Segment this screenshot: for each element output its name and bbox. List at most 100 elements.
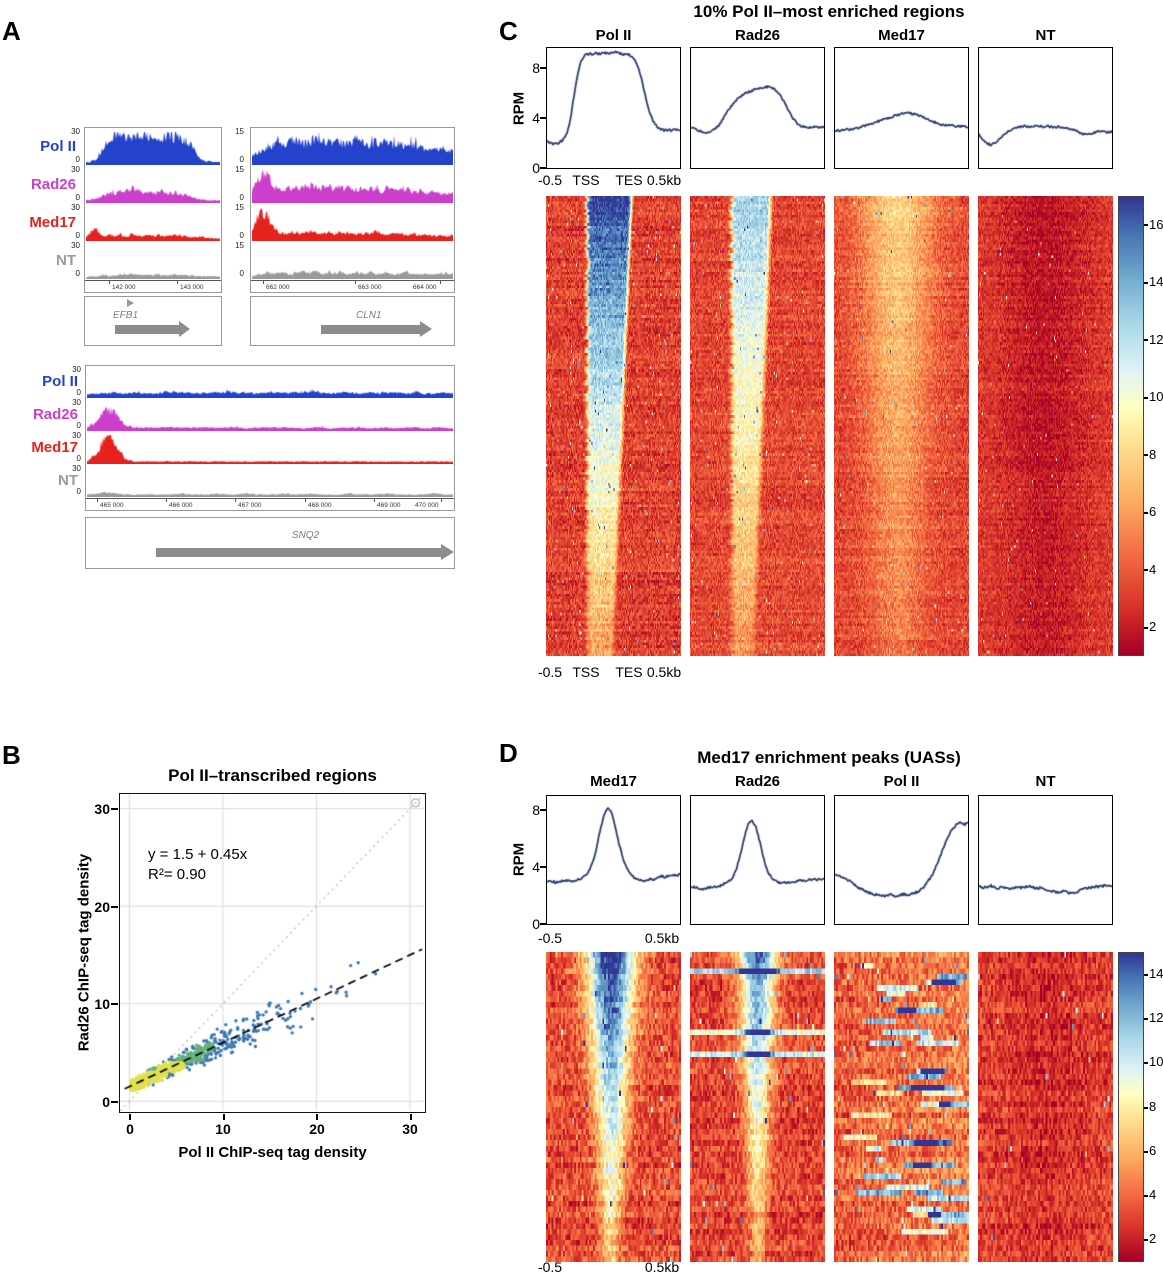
track-canvas-cln1-nt — [252, 245, 453, 279]
metaplot-frame — [690, 47, 825, 169]
y-tick-label: 20 — [94, 899, 110, 915]
x-tick-label: 30 — [402, 1121, 418, 1137]
panel-d-title: Med17 enrichment peaks (UASs) — [697, 748, 961, 767]
track-label-nt: NT — [56, 252, 76, 269]
metaplot-canvas-nt — [979, 796, 1112, 924]
colorbar-tick — [1144, 454, 1148, 456]
heatmap-nt — [978, 196, 1113, 656]
track-canvas-efb1-nt — [86, 245, 220, 279]
y-max-label: 30 — [71, 241, 80, 250]
ruler-tick — [440, 281, 441, 284]
ruler-tick — [305, 499, 306, 502]
column-header-nt: NT — [1035, 27, 1056, 44]
panel-c-label: C — [499, 16, 518, 46]
track-canvas-cln1-rad26 — [252, 169, 453, 203]
colorbar-tick-label: 12 — [1149, 1010, 1163, 1025]
gene-name: SNQ2 — [291, 530, 320, 541]
x-tick-label: 0.5kb — [646, 172, 682, 188]
colorbar-tick-label: 4 — [1149, 1187, 1157, 1202]
x-tick-label: 0.5kb — [644, 1259, 680, 1275]
coordinate-ruler: 662 000 663 000 664 000 — [251, 280, 454, 294]
fit-r-squared: R²= 0.90 — [148, 866, 206, 883]
x-tick-label: -0.5 — [537, 930, 563, 946]
track-canvas-efb1-polii — [86, 131, 220, 165]
coord-tick-label: 664 000 — [413, 284, 437, 291]
y-tick-label: 8 — [532, 802, 540, 818]
track-canvas-snq2-polii — [87, 368, 453, 398]
column-header-rad26: Rad26 — [734, 773, 781, 790]
y-axis-tick — [540, 117, 546, 119]
x-tick-label: 20 — [309, 1121, 325, 1137]
colorbar-tick — [1144, 339, 1148, 341]
x-tick-label: TES — [615, 172, 643, 188]
track-canvas-efb1-med17 — [86, 207, 220, 241]
colorbar-tick-label: 14 — [1149, 274, 1163, 289]
colorbar-tick-label: 2 — [1149, 1231, 1157, 1246]
gene-name: CLN1 — [356, 310, 382, 321]
y-tick-label: 0 — [532, 160, 540, 176]
rpm-axis-label: RPM — [510, 91, 528, 126]
track-label-polii: Pol II — [42, 373, 78, 390]
y-max-label: 30 — [71, 127, 80, 136]
y-axis-tick — [540, 67, 546, 69]
panel-a-label: A — [2, 16, 21, 46]
heatmap-med17 — [546, 952, 681, 1262]
y-axis-tick — [111, 1101, 118, 1103]
y-max-label: 30 — [72, 398, 81, 407]
y-axis-tick — [540, 866, 546, 868]
x-tick-label: -0.5 — [537, 1259, 563, 1275]
y-zero-label: 0 — [239, 231, 244, 240]
colorbar-canvas — [1119, 953, 1143, 1261]
metaplot-canvas-rad26 — [691, 796, 824, 924]
colorbar-tick — [1144, 1062, 1148, 1064]
x-axis-tick — [223, 1114, 225, 1120]
y-max-label: 30 — [71, 203, 80, 212]
colorbar-tick-label: 8 — [1149, 447, 1157, 462]
y-zero-label: 0 — [76, 454, 81, 463]
ruler-tick — [355, 281, 356, 284]
y-zero-label: 0 — [75, 155, 80, 164]
y-max-label: 30 — [71, 165, 80, 174]
column-header-rad26: Rad26 — [734, 27, 781, 44]
y-max-label: 15 — [235, 165, 244, 174]
gene-marker-icon — [127, 299, 134, 307]
y-axis-tick — [540, 809, 546, 811]
colorbar-tick-label: 6 — [1149, 1143, 1157, 1158]
colorbar-tick-label: 10 — [1149, 389, 1163, 404]
x-axis-tick — [129, 1114, 131, 1120]
gene-arrow-head — [179, 321, 190, 337]
heatmap-polii — [546, 196, 681, 656]
column-header-med17: Med17 — [590, 773, 637, 790]
y-tick-label: 30 — [94, 801, 110, 817]
ruler-tick — [109, 281, 110, 284]
y-tick-label: 4 — [532, 859, 540, 875]
gene-arrow-head — [441, 544, 454, 560]
gene-arrow-shaft — [115, 325, 179, 334]
x-tick-label: 10 — [215, 1121, 231, 1137]
colorbar-tick-label: 6 — [1149, 504, 1157, 519]
x-tick-label: 0 — [126, 1121, 134, 1137]
colorbar-tick — [1144, 224, 1148, 226]
colorbar-tick — [1144, 1195, 1148, 1197]
coord-tick-label: 662 000 — [266, 284, 290, 291]
coord-tick-label: 467 000 — [238, 502, 262, 509]
track-label-nt: NT — [58, 472, 78, 489]
y-tick-label: 0 — [532, 916, 540, 932]
metaplot-canvas-polii — [835, 796, 968, 924]
colorbar-tick-label: 10 — [1149, 1054, 1163, 1069]
track-canvas-snq2-med17 — [87, 434, 453, 464]
coord-tick-label: 470 000 — [415, 502, 439, 509]
y-zero-label: 0 — [239, 155, 244, 164]
y-zero-label: 0 — [76, 388, 81, 397]
metaplot-canvas-med17 — [547, 796, 680, 924]
track-label-rad26: Rad26 — [32, 406, 78, 423]
y-max-label: 30 — [72, 365, 81, 374]
coord-tick-label: 466 000 — [169, 502, 193, 509]
track-label-polii: Pol II — [40, 138, 76, 155]
track-label-med17: Med17 — [29, 214, 76, 231]
track-canvas-efb1-rad26 — [86, 169, 220, 203]
y-tick-label: 0 — [102, 1094, 110, 1110]
y-axis-tick — [111, 808, 118, 810]
column-header-polii: Pol II — [883, 773, 920, 790]
track-canvas-cln1-med17 — [252, 207, 453, 241]
